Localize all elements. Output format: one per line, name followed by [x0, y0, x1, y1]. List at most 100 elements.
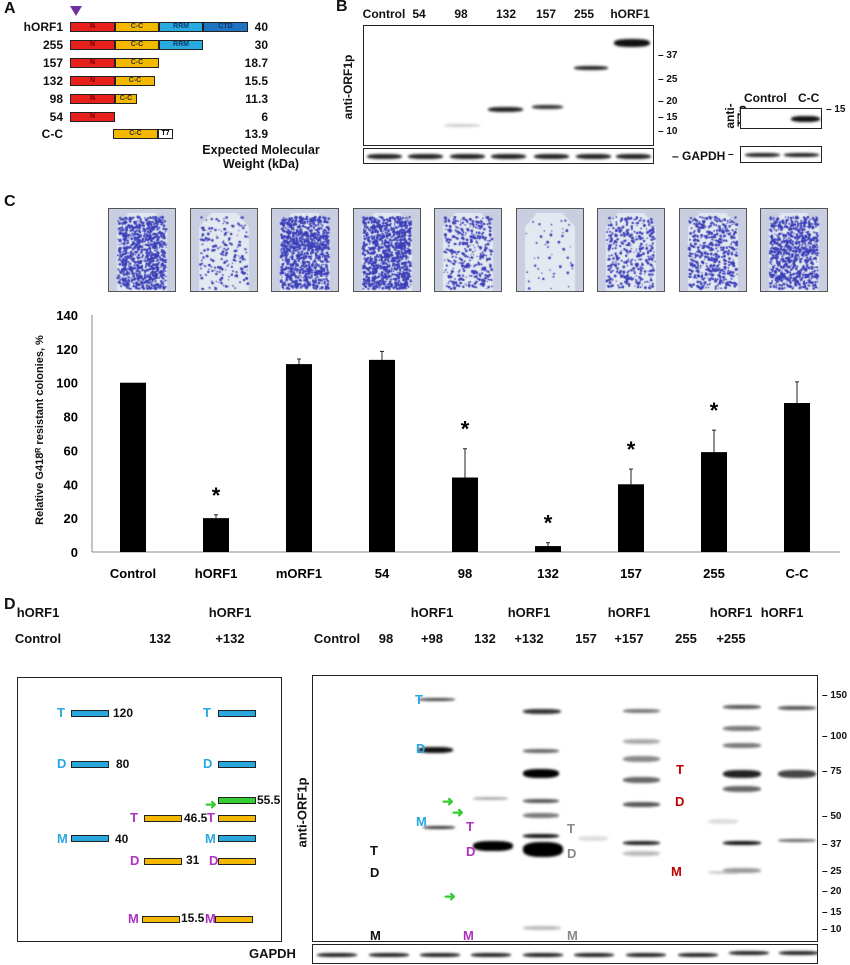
y-tick-label: 120: [56, 342, 78, 357]
blot-d-gapdh: [312, 944, 818, 964]
colony-plate: [760, 208, 828, 292]
lane-label-top: hORF1: [709, 605, 753, 620]
lane-label: 157: [535, 7, 557, 21]
construct-mw: 30: [254, 38, 268, 52]
band: [523, 709, 561, 714]
x-tick-label: mORF1: [276, 566, 322, 581]
construct-mw: 11.3: [245, 92, 268, 106]
schematic-band: [218, 858, 256, 865]
y-axis-label: Relative G418ᴿ resistant colonies, %: [34, 335, 46, 525]
bar: [784, 403, 810, 552]
lane-label: +132: [215, 631, 245, 646]
gapdh-band: [616, 154, 651, 159]
lane-label: +157: [614, 631, 644, 646]
construct-name: 54: [49, 110, 63, 124]
band: [623, 739, 660, 744]
t7-marker: – 15: [826, 104, 846, 115]
mw-marker: – 10: [658, 126, 678, 137]
oligomer-label: M: [128, 911, 139, 926]
gapdh-band: [574, 953, 614, 957]
construct-mw: 6: [261, 110, 268, 124]
gapdh-band: [523, 953, 563, 957]
mw-value: 120: [113, 706, 134, 720]
lane-label: 54: [412, 7, 426, 21]
band: [623, 851, 660, 856]
domain-t7: T7: [158, 129, 173, 139]
band: [523, 799, 559, 803]
bar: [535, 546, 561, 552]
band: [423, 826, 455, 829]
lane-label: 132: [474, 631, 496, 646]
construct-name: C-C: [41, 127, 63, 141]
band: [418, 747, 453, 753]
band: [623, 777, 660, 783]
domain-n: N: [70, 40, 115, 50]
lane-label: 255: [675, 631, 697, 646]
schematic-band: [71, 710, 109, 717]
oligomer-label: M: [370, 928, 381, 942]
gapdh-band: [471, 953, 511, 957]
schematic-band: [218, 835, 256, 842]
oligomer-label: M: [57, 831, 68, 846]
domain-rrm: RRM: [159, 40, 203, 50]
x-tick-label: Control: [110, 566, 156, 581]
gapdh-band: [626, 953, 666, 957]
oligomer-label: T: [57, 705, 65, 720]
band: [623, 802, 660, 807]
lane-label: Control: [313, 631, 361, 646]
blot-b-gapdh: [363, 148, 654, 164]
band: [523, 834, 559, 838]
colony-plate: [271, 208, 339, 292]
oligomer-label: D: [370, 865, 380, 880]
lane-label-top: hORF1: [208, 605, 252, 620]
domain-n: N: [70, 58, 115, 68]
mw-marker: – 10: [822, 924, 842, 935]
panel-d-label: D: [4, 596, 16, 613]
band: [418, 698, 455, 701]
mw-marker: – 50: [822, 811, 842, 822]
band: [723, 770, 761, 778]
oligomer-label: D: [567, 846, 577, 861]
oligomer-label: M: [416, 814, 427, 829]
mw-value: 46.5: [184, 811, 208, 825]
mw-marker: – 15: [822, 907, 842, 918]
mw-marker: – 37: [658, 50, 678, 61]
lane-label-top: hORF1: [410, 605, 454, 620]
oligomer-label: T: [466, 819, 474, 834]
lane-label-top: hORF1: [16, 605, 60, 620]
domain-rrm: RRM: [159, 22, 203, 32]
schematic-band: [218, 761, 256, 768]
lane-label: +255: [716, 631, 746, 646]
t7-lane-cc: C-C: [798, 91, 820, 105]
band: [473, 797, 508, 800]
bar: [452, 477, 478, 552]
band: [473, 841, 513, 851]
band: [523, 749, 559, 753]
y-tick-label: 40: [64, 477, 78, 492]
band: [708, 819, 738, 824]
significance-star: *: [710, 398, 719, 423]
band: [578, 836, 608, 841]
gapdh-band: [317, 953, 357, 957]
colony-plate: [515, 208, 584, 292]
oligomer-label: T: [415, 692, 423, 707]
band: [778, 770, 816, 778]
mw-marker: – 75: [822, 766, 842, 777]
blot-b-orf1: [363, 25, 654, 146]
construct-mw: 13.9: [244, 127, 268, 141]
oligomer-label: M: [671, 864, 682, 879]
oligomer-label: M: [205, 831, 216, 846]
bar: [286, 364, 312, 552]
gapdh-band: [534, 154, 569, 159]
lane-label: +98: [420, 631, 444, 646]
lane-label: 98: [454, 7, 468, 21]
y-tick-label: 20: [64, 511, 78, 526]
gapdh-band: [408, 154, 443, 159]
x-tick-label: 54: [375, 566, 390, 581]
arrow-right-icon: ➜: [452, 804, 464, 820]
lane-label: 98: [378, 631, 394, 646]
mw-marker: – 20: [658, 96, 678, 107]
gapdh-band: [576, 154, 611, 159]
schematic-band: [71, 835, 109, 842]
schematic-band: [144, 858, 182, 865]
